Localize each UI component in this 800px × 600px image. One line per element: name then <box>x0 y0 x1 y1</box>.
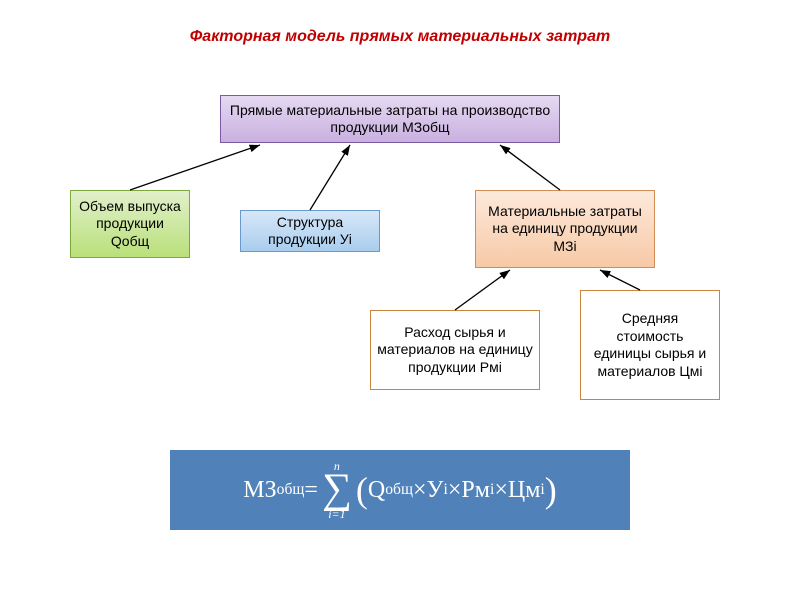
box-structure-text: Структура продукции Уi <box>247 214 373 249</box>
formula-lhs: МЗ <box>243 477 276 504</box>
formula-content: МЗобщ = n ∑ i=1 ( Qобщ × Уi × Рмi × Цмi … <box>243 460 556 520</box>
times-icon: × <box>413 477 427 504</box>
box-main-output: Прямые материальные затраты на производс… <box>220 95 560 143</box>
formula-q-sub: общ <box>385 481 413 499</box>
sigma-icon: n ∑ i=1 <box>322 460 352 520</box>
box-volume-text: Объем выпуска продукции Qобщ <box>77 198 183 251</box>
formula-eq: = <box>304 477 318 504</box>
box-volume: Объем выпуска продукции Qобщ <box>70 190 190 258</box>
page-title: Факторная модель прямых материальных зат… <box>0 28 800 46</box>
sigma-lower: i=1 <box>328 508 345 520</box>
box-unit-cost-text: Материальные затраты на единицу продукци… <box>482 203 648 256</box>
box-material-price: Средняя стоимость единицы сырья и матери… <box>580 290 720 400</box>
paren-close-icon: ) <box>545 469 557 511</box>
box-main-text: Прямые материальные затраты на производс… <box>227 102 553 137</box>
formula-cm: Цм <box>508 477 541 504</box>
paren-open-icon: ( <box>356 469 368 511</box>
box-structure: Структура продукции Уi <box>240 210 380 252</box>
box-material-consumption: Расход сырья и материалов на единицу про… <box>370 310 540 390</box>
times-icon: × <box>494 477 508 504</box>
box-material-consumption-text: Расход сырья и материалов на единицу про… <box>377 324 533 377</box>
formula-box: МЗобщ = n ∑ i=1 ( Qобщ × Уi × Рмi × Цмi … <box>170 450 630 530</box>
sigma-symbol: ∑ <box>322 472 352 508</box>
formula-pm: Рм <box>461 477 490 504</box>
box-unit-cost: Материальные затраты на единицу продукци… <box>475 190 655 268</box>
formula-lhs-sub: общ <box>277 481 305 499</box>
formula-u: У <box>427 477 444 504</box>
formula-q: Q <box>368 477 385 504</box>
box-material-price-text: Средняя стоимость единицы сырья и матери… <box>587 310 713 380</box>
times-icon: × <box>448 477 462 504</box>
